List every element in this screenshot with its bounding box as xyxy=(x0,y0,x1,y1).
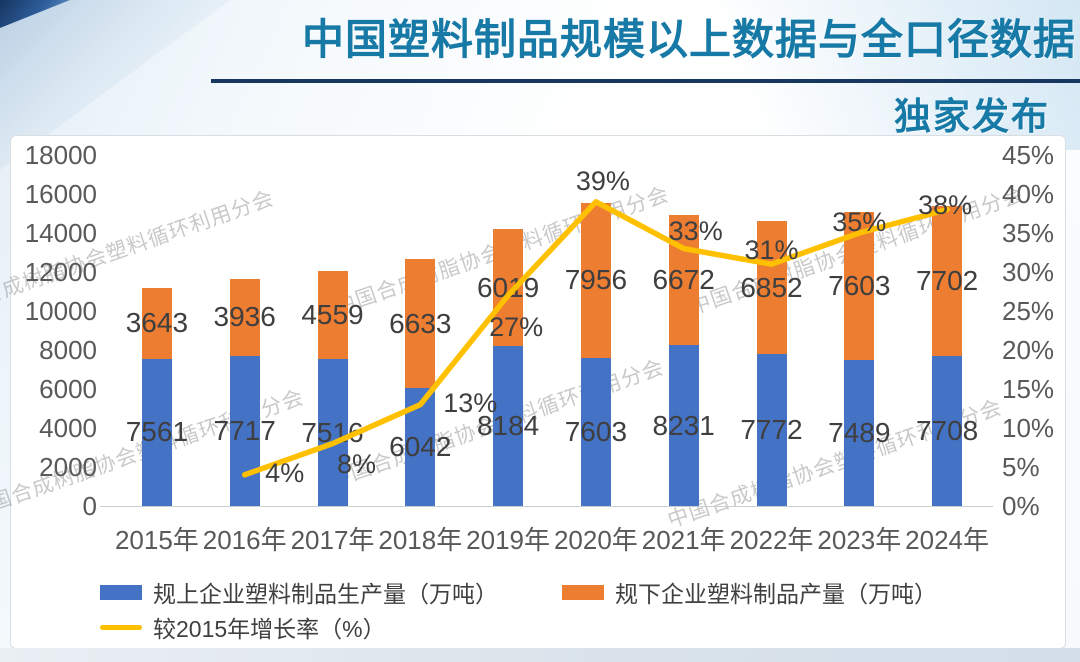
y-axis-right-tick: 25% xyxy=(1002,296,1055,326)
bar-value-label-orange: 6672 xyxy=(652,264,715,296)
line-percent-label: 33% xyxy=(668,215,723,246)
bar-segment-below-scale xyxy=(668,215,699,346)
line-percent-label: 39% xyxy=(575,165,630,196)
bar-segment-below-scale xyxy=(141,287,172,359)
chart-panel xyxy=(10,135,1066,649)
page-title: 中国塑料制品规模以上数据与全口径数据 xyxy=(301,16,1076,63)
bar-segment-above-scale xyxy=(668,345,699,506)
y-axis-right-tick: 20% xyxy=(1002,335,1055,365)
bar-value-label-blue: 7561 xyxy=(125,416,189,448)
line-percent-label: 31% xyxy=(744,235,799,266)
y-axis-left-tick: 12000 xyxy=(24,257,97,287)
title-divider xyxy=(211,79,1080,83)
y-axis-left-tick: 6000 xyxy=(39,374,97,404)
bar-value-label-blue: 7489 xyxy=(828,416,891,448)
y-axis-right-tick: 5% xyxy=(1002,452,1040,482)
x-axis-line xyxy=(100,506,993,507)
y-axis-left-tick: 4000 xyxy=(39,413,97,443)
bar-value-label-orange: 7603 xyxy=(828,269,891,301)
bar-segment-above-scale xyxy=(229,355,260,506)
bar-value-label-orange: 4559 xyxy=(301,298,364,330)
y-axis-left-tick: 0 xyxy=(82,491,97,521)
bar-value-label-orange: 3643 xyxy=(125,307,189,339)
bar-value-label-orange: 3936 xyxy=(213,301,276,333)
bar-value-label-blue: 7772 xyxy=(740,414,803,446)
line-percent-label: 27% xyxy=(489,312,544,343)
legend-item-below-scale: 规下企业塑料制品产量（万吨） xyxy=(562,575,937,609)
bar-value-label-blue: 7717 xyxy=(213,414,276,446)
x-axis-label: 2017年 xyxy=(290,525,375,555)
legend-swatch-orange xyxy=(562,584,604,600)
y-axis-left-tick: 18000 xyxy=(24,140,97,170)
legend-label: 规下企业塑料制品产量（万吨） xyxy=(615,581,937,607)
bottom-gradient-band xyxy=(0,648,1080,662)
x-axis-label: 2020年 xyxy=(553,525,638,555)
legend-label: 较2015年增长率（%） xyxy=(153,616,386,642)
bar-value-label-blue: 6042 xyxy=(389,431,452,463)
bar-value-label-blue: 8231 xyxy=(652,409,715,441)
line-percent-label: 35% xyxy=(832,207,887,237)
top-right-blue-wash xyxy=(620,0,1080,150)
bar-value-label-orange: 7702 xyxy=(915,264,979,296)
x-axis-label: 2015年 xyxy=(114,525,199,555)
x-axis-label: 2023年 xyxy=(817,525,902,555)
y-axis-left-tick: 10000 xyxy=(24,296,97,326)
y-axis-right-tick: 40% xyxy=(1002,179,1055,209)
y-axis-right-tick: 10% xyxy=(1002,413,1055,443)
x-axis-label: 2016年 xyxy=(202,525,287,555)
bar-value-label-blue: 7603 xyxy=(564,415,628,447)
y-axis-right-tick: 30% xyxy=(1002,257,1055,287)
bar-segment-below-scale xyxy=(317,270,348,360)
page-subtitle: 独家发布 xyxy=(894,96,1050,137)
x-axis-label: 2024年 xyxy=(905,525,990,555)
bar-segment-above-scale xyxy=(844,359,875,506)
y-axis-right-tick: 45% xyxy=(1002,140,1055,170)
bar-segment-above-scale xyxy=(317,359,348,506)
bar-value-label-blue: 7708 xyxy=(915,414,979,446)
y-axis-left-tick: 14000 xyxy=(24,218,97,248)
legend-swatch-yellow-line xyxy=(100,624,142,630)
y-axis-left-tick: 2000 xyxy=(39,452,97,482)
bar-segment-above-scale xyxy=(756,354,787,506)
x-axis-label: 2018年 xyxy=(378,525,463,555)
x-axis-label: 2022年 xyxy=(729,525,814,555)
line-percent-label: 38% xyxy=(918,189,973,220)
bar-segment-below-scale xyxy=(756,220,787,355)
bar-value-label-blue: 8184 xyxy=(476,410,540,442)
bar-segment-below-scale xyxy=(229,278,260,356)
bar-segment-above-scale xyxy=(141,358,172,506)
legend-label: 规上企业塑料制品生产量（万吨） xyxy=(153,581,498,607)
bar-segment-above-scale xyxy=(580,357,611,506)
x-axis-label: 2021年 xyxy=(641,525,726,555)
y-axis-left-tick: 8000 xyxy=(39,335,97,365)
y-axis-right-tick: 15% xyxy=(1002,374,1055,404)
bar-value-label-orange: 6633 xyxy=(389,307,452,339)
bar-segment-below-scale xyxy=(580,202,611,358)
line-percent-label: 13% xyxy=(443,387,498,418)
bar-segment-below-scale xyxy=(932,205,963,356)
bar-segment-above-scale xyxy=(493,346,524,506)
y-axis-left-tick: 16000 xyxy=(24,179,97,209)
line-percent-label: 4% xyxy=(265,457,305,488)
bar-segment-below-scale xyxy=(405,258,436,389)
y-axis-right-tick: 0% xyxy=(1002,491,1040,521)
legend-item-above-scale: 规上企业塑料制品生产量（万吨） xyxy=(100,575,498,609)
x-axis-label: 2019年 xyxy=(466,525,551,555)
bar-segment-above-scale xyxy=(932,355,963,506)
bar-value-label-orange: 6852 xyxy=(740,271,803,303)
line-percent-label: 8% xyxy=(336,448,377,479)
y-axis-right-tick: 35% xyxy=(1002,218,1055,248)
bar-value-label-orange: 7956 xyxy=(564,264,628,296)
legend-swatch-blue xyxy=(100,584,142,600)
legend-item-growth-rate: 较2015年增长率（%） xyxy=(100,610,386,644)
